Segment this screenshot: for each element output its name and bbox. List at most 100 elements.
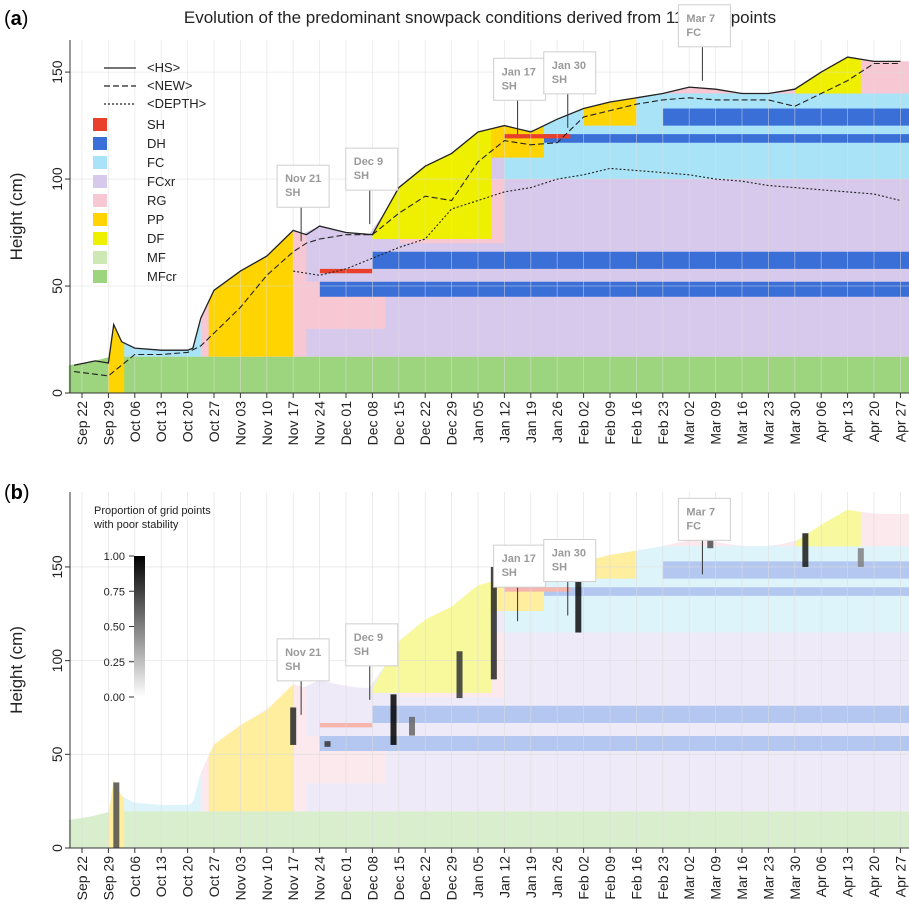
panel-a-x-tick-label: Dec 01 [338,401,354,446]
stability-mark [456,651,463,699]
panel-b-x-tick-label: Jan 19 [523,856,539,898]
layer-band-faded-df [794,509,861,547]
stability-mark [802,533,809,567]
layer-band-faded-dh [662,561,909,579]
layer-band-dh [504,134,909,143]
panel-a-x-tick-label: Dec 29 [444,401,460,446]
legend-label-fcxr: FCxr [147,174,176,189]
panel-b-x-tick-label: Nov 10 [259,856,275,901]
layer-band-faded-pp [208,684,294,812]
panel-b-y-tick-label: 0 [49,844,65,852]
legend-swatch-mfcr [93,270,107,283]
panel-b-annotation-date: Nov 21 [285,647,321,659]
panel-a-x-tick-label: Apr 13 [840,401,856,442]
legend-label-fc: FC [147,155,164,170]
panel-b-annotation-type: SH [354,646,369,658]
panel-a-x-tick-label: Oct 20 [180,401,196,442]
panel-a: 0 50 100 150 Sep 22 Sep 29 Oct 06 Oct 13 Oct 20 O… [7,4,909,445]
colorbar-tick-label: 1.00 [104,551,125,563]
panel-a-label: (a) [4,8,28,30]
layer-band-mfcr [68,356,909,393]
panel-b-x-tick-label: Nov 17 [285,856,301,901]
panel-a-annotation-box [493,57,547,101]
panel-a-annotation-date: Jan 17 [502,66,536,78]
panel-a-annotations: Nov 21 SH Dec 9 SH Jan 17 SH Jan 30 SH Mar 7 FC [276,4,731,242]
legend-line-label: <NEW> [147,78,193,93]
panel-a-y-tick-label: 150 [49,60,65,84]
legend-line-label: <HS> [147,60,180,75]
panel-b-annotation-type: SH [552,562,567,574]
panel-a-layer-bands [68,57,909,393]
panel-b-x-tick-label: Apr 20 [866,856,882,897]
layer-band-df [794,57,861,94]
panel-b-x-tick-label: Jan 26 [549,856,565,898]
panel-a-x-tick-label: Mar 30 [787,401,803,445]
panel-b-y-tick-label: 100 [49,649,65,673]
legend-label-df: DF [147,231,164,246]
panel-a-x-tick-label: Feb 23 [655,401,671,445]
panel-b-x-tick-label: Mar 09 [708,856,724,900]
panel-b-annotation-box [677,497,731,541]
panel-a-x-tick-label: Nov 17 [285,401,301,446]
legend-label-mfcr: MFcr [147,269,177,284]
legend-label-pp: PP [147,212,164,227]
legend-label-rg: RG [147,193,167,208]
layer-band-faded-dh [504,587,909,596]
colorbar-tick-label: 0.00 [104,692,125,704]
panel-a-annotation-type: FC [686,27,701,39]
panel-b-x-tick-label: Feb 02 [576,856,592,900]
stability-mark [290,707,297,745]
panel-b-x-tick-label: Oct 13 [153,856,169,897]
panel-a-annotation-type: SH [354,170,369,182]
panel-a-x-tick-label: Dec 15 [391,401,407,446]
panel-a-x-tick-label: Nov 10 [259,401,275,446]
legend-swatch-sh [93,118,107,131]
legend-line-label: <DEPTH> [147,96,206,111]
colorbar: Proportion of grid points with poor stabi… [93,505,211,704]
panel-a-annotation-box [543,51,597,95]
panel-a-axes: 0 50 100 150 Sep 22 Sep 29 Oct 06 Oct 13 Oct 20 O… [7,40,909,445]
layer-band-dh [319,281,909,297]
layer-band-pp [208,230,294,357]
layer-band-faded-dh [319,736,909,752]
layer-band-faded-fc [108,772,201,812]
panel-b-x-tick-label: Dec 08 [364,856,380,901]
panel-a-annotation-type: SH [285,187,300,199]
panel-a-x-tick-label: Dec 08 [364,401,380,446]
panel-a-x-tick-label: Feb 02 [576,401,592,445]
panel-a-x-tick-label: Apr 20 [866,401,882,442]
panel-b-x-tick-label: Dec 01 [338,856,354,901]
panel-b-x-tick-label: Mar 16 [734,856,750,900]
stability-mark [707,538,714,549]
panel-a-x-tick-label: Feb 16 [628,401,644,445]
panel-b-x-tick-label: Mar 30 [787,856,803,900]
panel-a-x-tick-label: Dec 22 [417,401,433,446]
panel-b-y-tick-label: 50 [49,746,65,762]
legend-swatch-df [93,232,107,245]
panel-b-x-tick-label: Mar 23 [760,856,776,900]
panel-a-annotation-type: SH [502,80,517,92]
stability-mark [857,548,864,567]
panel-a-x-tick-label: Jan 19 [523,401,539,443]
legend-swatch-mf [93,251,107,264]
panel-b-y-axis-title: Height (cm) [7,626,26,714]
panel-a-x-tick-label: Mar 23 [760,401,776,445]
colorbar-tick-label: 0.25 [104,657,125,669]
panel-a-y-tick-label: 50 [49,278,65,294]
stability-mark [324,741,331,747]
legend-swatch-rg [93,194,107,207]
panel-a-x-tick-label: Mar 16 [734,401,750,445]
panel-b-layer-bands [68,509,909,848]
stability-mark [575,544,582,633]
panel-b-x-tick-label: Apr 13 [840,856,856,897]
layer-band-dh [372,251,909,269]
panel-b-x-tick-label: Apr 06 [813,856,829,897]
layer-band-faded-rg [200,684,307,812]
panel-b-annotation-type: SH [502,567,517,579]
panel-a-annotation-box [276,164,330,208]
stability-mark [490,566,497,680]
panel-b-x-tick-label: Dec 29 [444,856,460,901]
panel-b-y-tick-label: 150 [49,555,65,579]
colorbar-title-line2: with poor stability [93,519,179,531]
